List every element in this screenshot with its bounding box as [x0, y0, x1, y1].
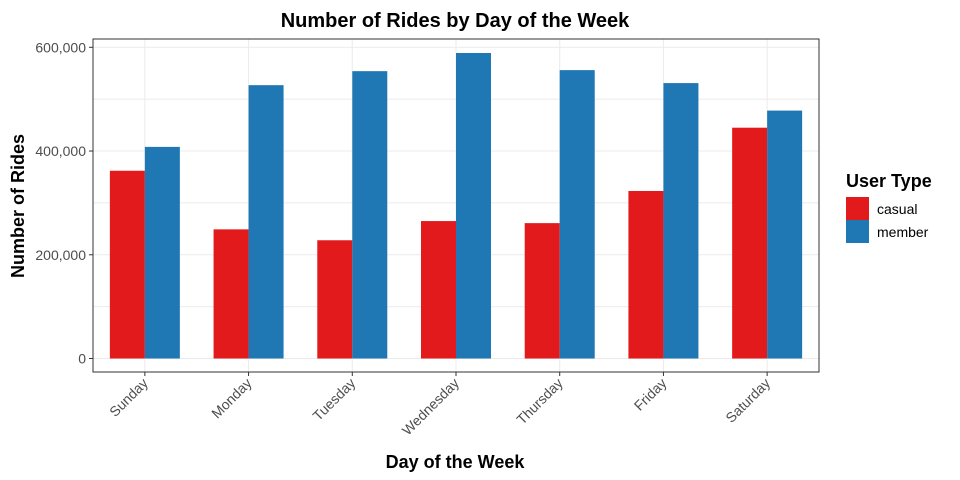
legend-label-member: member	[877, 224, 929, 240]
legend: User Type casual member	[846, 171, 932, 243]
x-axis-title: Day of the Week	[386, 452, 526, 472]
plot-panel: 0 200,000 400,000 600,000 Sunday Monday Tuesda…	[35, 38, 820, 438]
legend-swatch-member	[846, 220, 869, 243]
x-tick-label: Thursday	[513, 375, 566, 428]
x-tick-label: Wednesday	[399, 375, 462, 438]
y-tick-label: 600,000	[35, 39, 86, 55]
legend-swatch-casual	[846, 197, 869, 220]
bar-member-wednesday	[456, 53, 491, 359]
y-tick-label: 0	[78, 351, 86, 367]
bar-casual-tuesday	[317, 240, 353, 359]
legend-title: User Type	[846, 171, 932, 191]
bar-member-tuesday	[352, 71, 388, 359]
panel-border	[92, 38, 820, 373]
bar-member-sunday	[144, 146, 180, 359]
bar-casual-monday	[213, 229, 249, 359]
bar-member-monday	[248, 85, 284, 359]
y-axis-title: Number of Rides	[8, 134, 28, 278]
bar-casual-thursday	[524, 223, 560, 359]
bar-member-friday	[663, 83, 699, 359]
x-tick-label: Tuesday	[309, 375, 358, 424]
x-tick-label: Sunday	[106, 375, 151, 420]
bar-casual-wednesday	[421, 221, 456, 359]
x-tick-label: Monday	[208, 375, 255, 422]
bar-casual-saturday	[732, 127, 768, 359]
chart-title: Number of Rides by Day of the Week	[281, 10, 630, 32]
bar-casual-friday	[628, 190, 664, 359]
x-tick-label: Friday	[631, 375, 670, 414]
x-tick-label: Saturday	[722, 375, 773, 426]
legend-label-casual: casual	[877, 201, 917, 217]
bar-member-thursday	[559, 70, 595, 359]
bar-member-saturday	[767, 110, 803, 359]
y-tick-label: 400,000	[35, 143, 86, 159]
bar-casual-sunday	[109, 170, 145, 359]
y-tick-label: 200,000	[35, 247, 86, 263]
